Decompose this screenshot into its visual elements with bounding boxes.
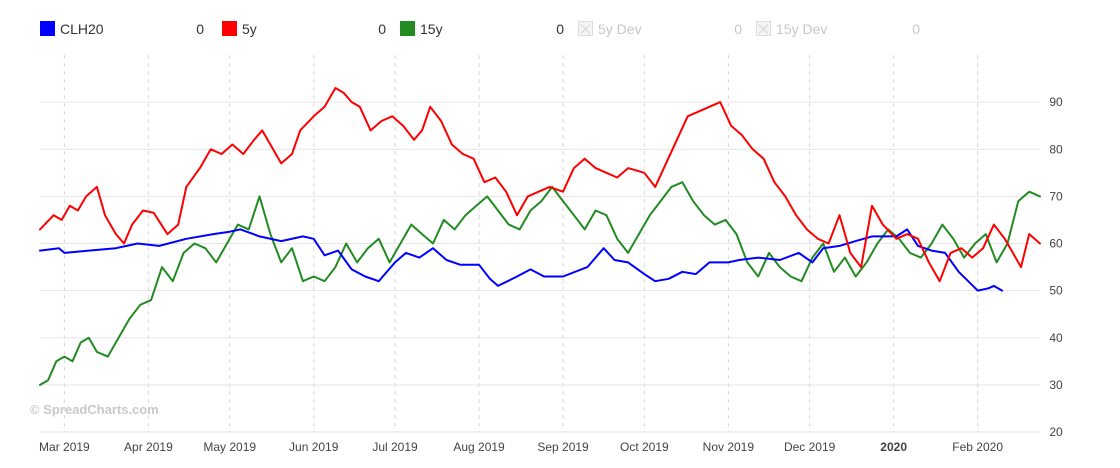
y-tick-label: 20 bbox=[1049, 425, 1063, 439]
legend-cross-icon bbox=[758, 23, 769, 35]
legend-item-clh20[interactable]: CLH20 0 bbox=[40, 21, 204, 37]
legend-label: 5y Dev bbox=[598, 21, 642, 37]
x-tick-label: Mar 2019 bbox=[39, 440, 90, 454]
legend-label: 15y Dev bbox=[776, 21, 827, 37]
legend-value: 0 bbox=[196, 21, 204, 37]
x-tick-label: Nov 2019 bbox=[703, 440, 755, 454]
x-tick-label: Jun 2019 bbox=[289, 440, 339, 454]
series-line-15y bbox=[39, 181, 1041, 386]
series-line-clh20 bbox=[39, 228, 1004, 292]
y-tick-label: 80 bbox=[1049, 142, 1063, 156]
y-tick-label: 30 bbox=[1049, 378, 1063, 392]
legend-value: 0 bbox=[912, 21, 920, 37]
y-axis-ticks: 20 30 40 50 60 70 80 90 bbox=[1049, 95, 1063, 439]
legend-label: 15y bbox=[420, 21, 443, 37]
series-layer bbox=[39, 87, 1041, 386]
legend: CLH20 0 5y 0 15y 0 5y Dev 0 15y Dev 0 bbox=[40, 21, 920, 37]
x-tick-label: Apr 2019 bbox=[124, 440, 173, 454]
legend-value: 0 bbox=[556, 21, 564, 37]
y-tick-label: 60 bbox=[1049, 237, 1063, 251]
legend-cross-icon bbox=[580, 23, 591, 35]
x-tick-label: May 2019 bbox=[203, 440, 256, 454]
x-tick-label: 2020 bbox=[880, 440, 907, 454]
watermark-layer: © SpreadCharts.com bbox=[30, 402, 159, 417]
legend-item-5y-dev[interactable]: 5y Dev 0 bbox=[578, 21, 743, 37]
x-tick-label: Feb 2020 bbox=[952, 440, 1003, 454]
legend-value: 0 bbox=[378, 21, 386, 37]
x-tick-label: Sep 2019 bbox=[537, 440, 589, 454]
x-tick-label: Oct 2019 bbox=[620, 440, 669, 454]
legend-item-5y[interactable]: 5y 0 bbox=[222, 21, 386, 37]
y-tick-label: 40 bbox=[1049, 331, 1063, 345]
legend-swatch bbox=[400, 21, 415, 36]
legend-swatch bbox=[222, 21, 237, 36]
watermark: © SpreadCharts.com bbox=[30, 402, 159, 417]
x-tick-label: Dec 2019 bbox=[784, 440, 836, 454]
legend-item-15y-dev[interactable]: 15y Dev 0 bbox=[756, 21, 921, 37]
legend-label: CLH20 bbox=[60, 21, 104, 37]
legend-label: 5y bbox=[242, 21, 257, 37]
legend-swatch bbox=[40, 21, 55, 36]
legend-value: 0 bbox=[734, 21, 742, 37]
legend-item-15y[interactable]: 15y 0 bbox=[400, 21, 564, 37]
y-tick-label: 90 bbox=[1049, 95, 1063, 109]
y-tick-label: 50 bbox=[1049, 284, 1063, 298]
x-tick-label: Jul 2019 bbox=[372, 440, 418, 454]
x-tick-label: Aug 2019 bbox=[453, 440, 505, 454]
x-axis-ticks: Mar 2019 Apr 2019 May 2019 Jun 2019 Jul 2019… bbox=[39, 440, 1003, 454]
grid bbox=[40, 55, 1040, 433]
y-tick-label: 70 bbox=[1049, 189, 1063, 203]
series-line-5y bbox=[39, 87, 1041, 283]
